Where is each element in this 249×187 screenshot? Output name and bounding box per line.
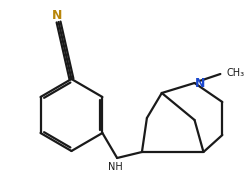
Text: N: N — [51, 8, 62, 22]
Text: N: N — [195, 76, 206, 90]
Text: CH₃: CH₃ — [226, 68, 245, 78]
Text: NH: NH — [108, 162, 123, 172]
